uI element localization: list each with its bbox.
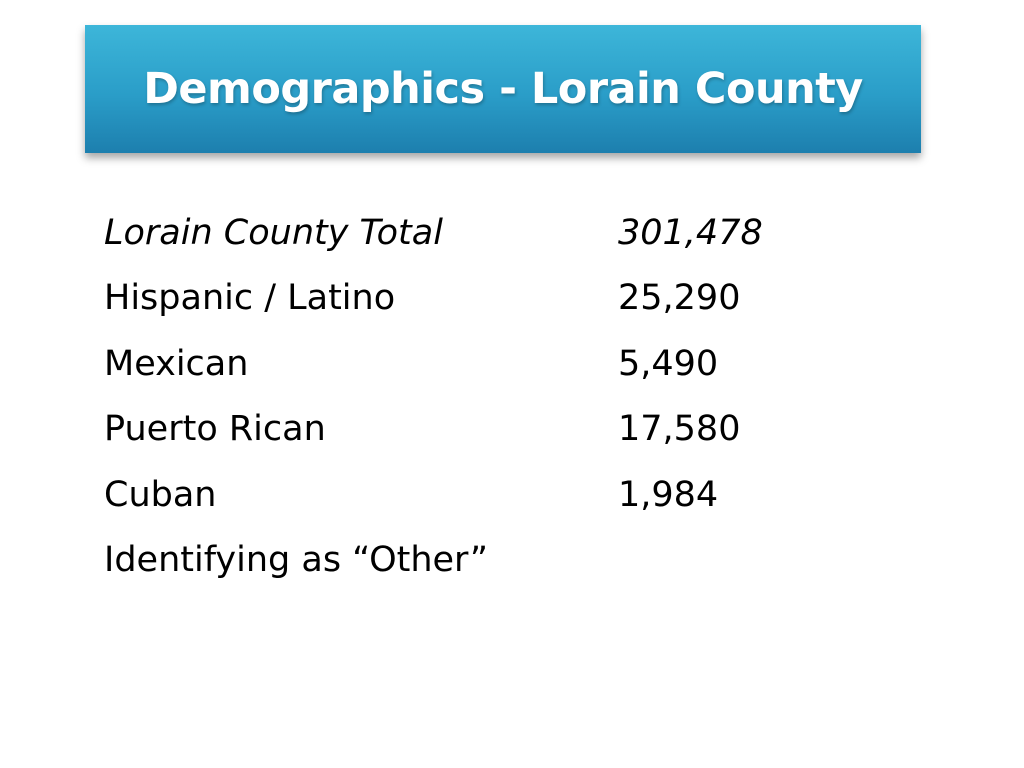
table-row-hispanic-latino: Hispanic / Latino 25,290 [104, 266, 924, 332]
row-label: Mexican [104, 343, 249, 384]
row-label: Identifying as “Other” [104, 540, 489, 581]
row-label: Hispanic / Latino [104, 278, 396, 319]
row-value: 301,478 [618, 212, 763, 253]
demographics-table: Lorain County Total 301,478 Hispanic / L… [104, 200, 924, 593]
table-row-total: Lorain County Total 301,478 [104, 200, 924, 266]
table-row-other: Identifying as “Other” [104, 528, 924, 594]
row-value: 17,580 [618, 409, 741, 450]
row-value: 25,290 [618, 278, 741, 319]
row-label: Lorain County Total [104, 212, 443, 253]
row-value: 1,984 [618, 474, 719, 515]
row-label: Puerto Rican [104, 409, 326, 450]
row-label: Cuban [104, 474, 217, 515]
table-row-puerto-rican: Puerto Rican 17,580 [104, 397, 924, 463]
table-row-cuban: Cuban 1,984 [104, 462, 924, 528]
slide-title: Demographics - Lorain County [143, 64, 863, 114]
table-row-mexican: Mexican 5,490 [104, 331, 924, 397]
row-value: 5,490 [618, 343, 719, 384]
title-banner: Demographics - Lorain County [85, 25, 921, 153]
